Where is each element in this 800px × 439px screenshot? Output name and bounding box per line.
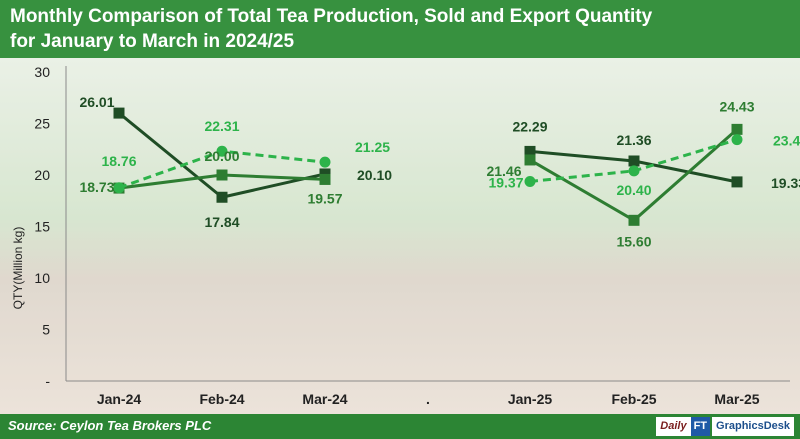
y-tick-label: - xyxy=(45,373,50,389)
series-1-data-label: 17.84 xyxy=(204,214,239,230)
y-tick-label: 20 xyxy=(34,167,50,183)
series-3-data-label: 22.31 xyxy=(204,118,239,134)
brand-daily-text: Daily xyxy=(656,417,691,436)
x-tick-label: Jan-24 xyxy=(97,391,142,407)
series-3-point xyxy=(113,182,125,194)
series-3-data-label: 20.40 xyxy=(616,182,651,198)
series-1-point xyxy=(113,107,125,119)
series-2-point xyxy=(524,154,536,166)
series-1-data-label: 20.10 xyxy=(357,167,392,183)
title-bar: Monthly Comparison of Total Tea Producti… xyxy=(0,0,800,58)
series-1-point xyxy=(216,191,228,203)
series-3-point xyxy=(524,175,536,187)
x-tick-label: Feb-25 xyxy=(611,391,656,407)
x-tick-label: Mar-25 xyxy=(714,391,759,407)
brand-ft-text: FT xyxy=(690,417,711,436)
series-1-data-label: 19.33 xyxy=(771,175,800,191)
series-1-data-label: 22.29 xyxy=(512,118,547,134)
series-3-data-label: 21.25 xyxy=(355,139,390,155)
publisher-logo: Daily FT GraphicsDesk xyxy=(656,417,794,436)
x-tick-label: . xyxy=(426,391,430,407)
series-2-data-label: 15.60 xyxy=(616,233,651,249)
plot-background xyxy=(0,58,800,414)
series-3-data-label: 18.76 xyxy=(101,153,136,169)
x-tick-label: Feb-24 xyxy=(199,391,244,407)
y-tick-label: 25 xyxy=(34,116,50,132)
series-2-data-label: 24.43 xyxy=(719,98,754,114)
series-1-point xyxy=(628,155,640,167)
series-2-point xyxy=(628,214,640,226)
chart-title-line-1: Monthly Comparison of Total Tea Producti… xyxy=(10,6,653,27)
y-tick-label: 10 xyxy=(34,270,50,286)
chart-title-line-2: for January to March in 2024/25 xyxy=(10,31,295,52)
series-3-data-label: 23.43 xyxy=(773,133,800,149)
plot-background-haze xyxy=(0,58,800,414)
y-tick-label: 30 xyxy=(34,64,50,80)
y-tick-label: 5 xyxy=(42,322,50,338)
series-2-data-label: 21.46 xyxy=(486,163,521,179)
y-tick-label: 15 xyxy=(34,219,50,235)
source-note: Source: Ceylon Tea Brokers PLC xyxy=(8,418,212,433)
series-2-point xyxy=(216,169,228,181)
series-3-point xyxy=(319,156,331,168)
series-3-point xyxy=(628,165,640,177)
series-1-point xyxy=(524,145,536,157)
series-1-data-label: 21.36 xyxy=(616,132,651,148)
series-3-data-label: 19.37 xyxy=(488,174,523,190)
series-2-data-label: 19.57 xyxy=(307,190,342,206)
series-1-point xyxy=(731,176,743,188)
series-2-data-label: 20.00 xyxy=(204,148,239,164)
footer-bar: Source: Ceylon Tea Brokers PLC Daily FT … xyxy=(0,414,800,439)
x-tick-label: Jan-25 xyxy=(508,391,553,407)
series-3-point xyxy=(731,134,743,146)
y-axis-label: QTY(Million kg) xyxy=(11,227,25,310)
series-2-point xyxy=(731,123,743,135)
series-3-point xyxy=(216,145,228,157)
brand-desk-text: GraphicsDesk xyxy=(712,417,794,436)
series-2-data-label: 18.73 xyxy=(79,179,114,195)
x-tick-label: Mar-24 xyxy=(302,391,347,407)
line-chart: QTY(Million kg) - 5 10 15 20 25 30 Jan-24 Feb-2… xyxy=(0,58,800,414)
plot-panel: QTY(Million kg) - 5 10 15 20 25 30 Jan-24 Feb-2… xyxy=(0,58,800,414)
series-1-data-label: 26.01 xyxy=(79,94,114,110)
series-2-point xyxy=(319,173,331,185)
